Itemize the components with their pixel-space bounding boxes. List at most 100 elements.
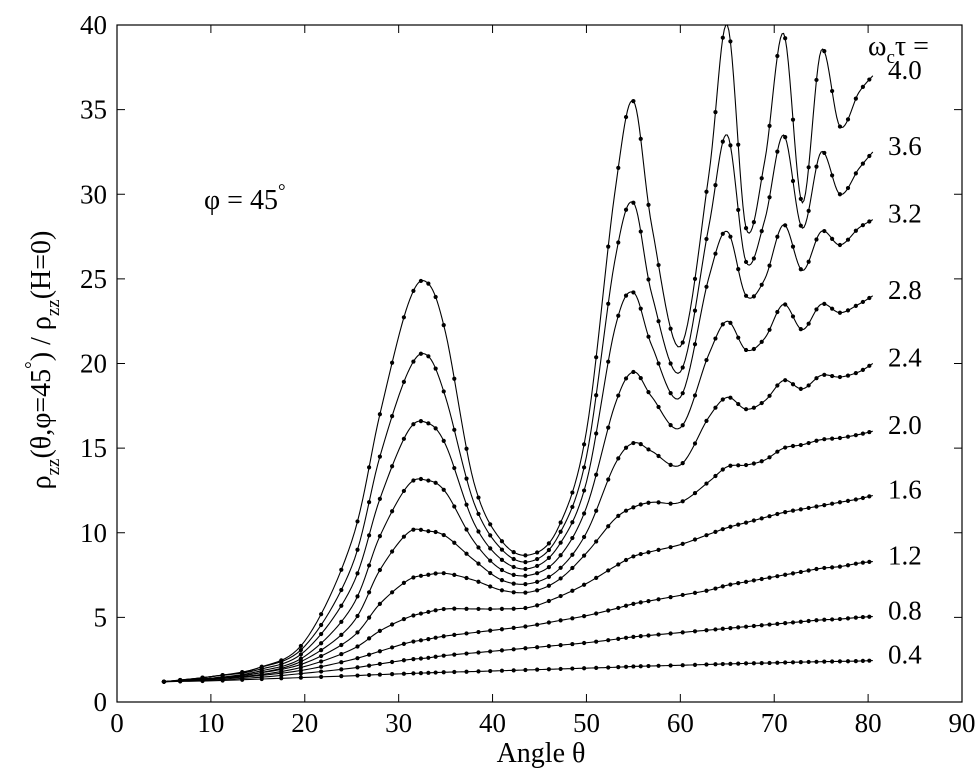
data-point (646, 663, 651, 669)
data-point (775, 149, 780, 154)
data-point (720, 139, 725, 144)
data-point (822, 617, 827, 622)
data-point (867, 295, 872, 301)
data-point (582, 614, 587, 619)
data-point (433, 608, 438, 613)
data-point (279, 676, 284, 681)
data-point (692, 441, 698, 446)
data-point (623, 293, 629, 298)
data-point (728, 39, 733, 44)
data-point (426, 354, 431, 359)
data-point (298, 662, 303, 667)
data-point (845, 117, 851, 122)
data-point (546, 667, 551, 672)
data-point (798, 267, 803, 272)
data-point (853, 561, 858, 566)
data-point (775, 234, 780, 239)
data-point (783, 509, 788, 515)
data-point (692, 393, 698, 398)
data-point (240, 677, 245, 682)
legend-title: ωcτ = (868, 31, 929, 68)
data-point (853, 96, 858, 101)
data-point (606, 524, 611, 529)
series-label-3.2: 3.2 (888, 199, 922, 229)
series-line-0.8 (163, 615, 873, 683)
data-point (570, 504, 575, 510)
x-tick-label: 60 (667, 708, 694, 738)
data-point (783, 572, 788, 577)
data-point (751, 346, 756, 352)
data-point (418, 638, 424, 643)
data-point (464, 575, 469, 581)
data-point (704, 533, 709, 538)
data-point (623, 445, 629, 450)
data-point (339, 632, 344, 637)
data-point (798, 327, 803, 332)
data-point (401, 580, 406, 585)
data-point (558, 576, 563, 581)
data-point (464, 631, 469, 636)
data-point (806, 440, 811, 446)
data-point (426, 281, 431, 286)
data-point (720, 661, 725, 667)
data-point (720, 35, 725, 40)
data-point (594, 472, 599, 477)
data-point (759, 400, 764, 406)
data-point (638, 502, 643, 507)
data-point (339, 660, 344, 665)
series-line-2.8 (163, 295, 874, 683)
data-point (401, 315, 406, 320)
data-point (837, 616, 843, 622)
data-point (355, 594, 360, 599)
data-point (476, 629, 481, 635)
data-point (713, 110, 718, 115)
data-point (638, 664, 643, 669)
data-point (668, 545, 673, 550)
data-point (523, 582, 528, 587)
data-point (426, 637, 431, 642)
data-point (704, 236, 709, 242)
data-point (631, 99, 636, 104)
svg-text:φ = 45°: φ = 45° (204, 181, 286, 216)
data-point (692, 276, 698, 281)
data-point (367, 672, 372, 678)
data-point (441, 487, 446, 492)
series-label-4.0: 4.0 (888, 55, 922, 85)
data-point (775, 660, 780, 665)
data-point (867, 494, 872, 499)
data-point (464, 446, 469, 451)
x-tick-label: 10 (197, 708, 224, 738)
data-point (616, 513, 621, 518)
data-point (606, 301, 611, 306)
data-point (464, 669, 469, 674)
data-point (441, 532, 446, 538)
data-point (433, 426, 438, 431)
series-label-2.4: 2.4 (888, 343, 922, 373)
data-point (767, 123, 772, 128)
data-point (822, 301, 827, 307)
data-point (523, 624, 528, 629)
data-point (860, 367, 866, 372)
data-point (499, 606, 505, 612)
data-point (339, 603, 344, 608)
data-point (845, 563, 851, 568)
y-tick-label: 15 (80, 433, 107, 463)
data-point (743, 579, 749, 584)
data-point (783, 660, 788, 665)
data-point (767, 393, 772, 398)
data-point (616, 456, 621, 461)
data-point (845, 308, 851, 313)
data-point (570, 666, 575, 671)
series-label-2.0: 2.0 (888, 410, 922, 440)
series-line-4.0 (163, 24, 874, 683)
data-point (511, 581, 516, 586)
data-point (616, 240, 621, 245)
y-tick-label: 0 (94, 687, 108, 717)
data-point (623, 508, 629, 513)
data-point (860, 223, 866, 228)
data-point (837, 564, 843, 569)
data-point (814, 164, 819, 169)
data-point (535, 667, 540, 672)
data-point (853, 171, 858, 176)
data-point (377, 672, 382, 677)
